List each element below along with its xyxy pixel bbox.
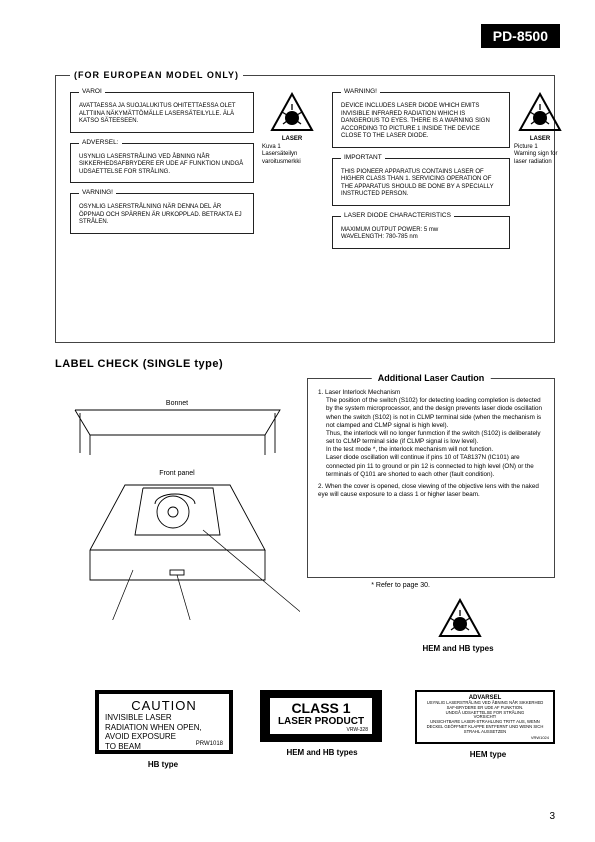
varoi-box: VAROI AVATTAESSA JA SUOJALUKITUS OHITETT… <box>70 92 254 133</box>
laser-symbol-right: LASER Picture 1 Warning sign for laser r… <box>514 92 566 166</box>
item1-head: 1. Laser Interlock Mechanism <box>318 389 544 397</box>
laser-diode-char-box: LASER DIODE CHARACTERISTICS MAXIMUM OUTP… <box>332 216 510 249</box>
laser-triangle-icon <box>270 92 314 132</box>
class1-head: CLASS 1 <box>270 700 372 716</box>
euro-right-col: WARNING! DEVICE INCLUDES LASER DIODE WHI… <box>332 92 510 259</box>
laser-triangle-icon <box>438 598 482 638</box>
euro-frame-title: (FOR EUROPEAN MODEL ONLY) <box>70 70 243 80</box>
model-badge: PD-8500 <box>481 24 560 48</box>
item1-body: The position of the switch (S102) for de… <box>326 397 544 479</box>
laser1-sub: Kuva 1 Lasersäteilyn varoitusmerkki <box>262 144 322 167</box>
euro-left-col: VAROI AVATTAESSA JA SUOJALUKITUS OHITETT… <box>70 92 254 244</box>
varning-text: OSYNLIG LASERSTRÅLNING NÄR DENNA DEL ÄR … <box>79 204 245 227</box>
varning-box: VARNING! OSYNLIG LASERSTRÅLNING NÄR DENN… <box>70 193 254 234</box>
additional-body: 1. Laser Interlock Mechanism The positio… <box>318 389 544 499</box>
class1-code: VRW-328 <box>270 727 372 733</box>
important-text: THIS PIONEER APPARATUS CONTAINS LASER OF… <box>341 169 501 199</box>
advarsel-cap: HEM type <box>448 750 528 759</box>
caution-label-box: CAUTION INVISIBLE LASER RADIATION WHEN O… <box>95 690 233 754</box>
bonnet-label: Bonnet <box>166 400 188 407</box>
advarsel-code: VRW1024 <box>531 735 549 740</box>
refer-note: * Refer to page 30. <box>371 582 430 589</box>
item2: 2. When the cover is opened, close viewi… <box>318 483 544 499</box>
caution-code: PRW1018 <box>196 741 223 747</box>
important-box: IMPORTANT THIS PIONEER APPARATUS CONTAIN… <box>332 158 510 206</box>
adversel-text: USYNLIG LASERSTRÅLING VED ÅBNING NÅR SIK… <box>79 154 245 177</box>
additional-caution-frame: Additional Laser Caution 1. Laser Interl… <box>307 378 555 578</box>
hem-hb-types-caption: HEM and HB types <box>398 644 518 653</box>
class1-body: LASER PRODUCT <box>270 716 372 727</box>
front-panel-label: Front panel <box>159 470 195 477</box>
equipment-diagram: Bonnet Front panel <box>55 380 300 620</box>
laser2-title: LASER <box>514 136 566 144</box>
varoi-text: AVATTAESSA JA SUOJALUKITUS OHITETTAESSA … <box>79 103 245 126</box>
warning-text: DEVICE INCLUDES LASER DIODE WHICH EMITS … <box>341 103 501 141</box>
class1-cap: HEM and HB types <box>262 748 382 757</box>
advarsel-body: USYNLIG LASERSTRÅLING VED ÅBNING NÅR SIK… <box>422 701 548 735</box>
hem-hb-triangle <box>425 598 495 642</box>
caution-head: CAUTION <box>105 698 223 713</box>
european-model-frame: (FOR EUROPEAN MODEL ONLY) VAROI AVATTAES… <box>55 75 555 343</box>
varoi-label: VAROI <box>79 88 105 95</box>
ldc-label: LASER DIODE CHARACTERISTICS <box>341 212 454 219</box>
laser2-sub: Picture 1 Warning sign for laser radiati… <box>514 144 566 167</box>
warning-label: WARNING! <box>341 88 380 95</box>
important-label: IMPORTANT <box>341 154 385 161</box>
laser-triangle-icon <box>518 92 562 132</box>
additional-title: Additional Laser Caution <box>372 373 491 383</box>
adversel-box: ADVERSEL: USYNLIG LASERSTRÅLING VED ÅBNI… <box>70 143 254 184</box>
ldc-text: MAXIMUM OUTPUT POWER: 5 mw WAVELENGTH: 7… <box>341 227 501 242</box>
laser1-title: LASER <box>262 136 322 144</box>
laser-symbol-left: LASER Kuva 1 Lasersäteilyn varoitusmerkk… <box>262 92 322 166</box>
advarsel-label-box: ADVARSEL USYNLIG LASERSTRÅLING VED ÅBNIN… <box>415 690 555 744</box>
page-number: 3 <box>549 811 555 822</box>
adversel-label: ADVERSEL: <box>79 139 122 146</box>
label-check-title: LABEL CHECK (SINGLE type) <box>55 358 223 370</box>
varning-label: VARNING! <box>79 189 116 196</box>
warning-box: WARNING! DEVICE INCLUDES LASER DIODE WHI… <box>332 92 510 148</box>
caution-cap: HB type <box>118 760 208 769</box>
class1-label-box: CLASS 1 LASER PRODUCT VRW-328 <box>260 690 382 742</box>
